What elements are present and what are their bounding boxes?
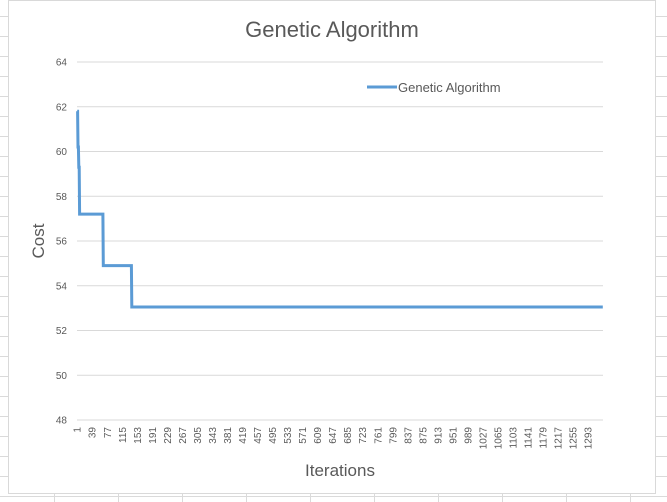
x-tick-label: 533 <box>283 427 294 444</box>
x-tick-label: 229 <box>163 427 174 444</box>
x-tick-label: 1103 <box>509 427 520 449</box>
chart-svg: Genetic Algorithm 48 50 52 54 56 58 60 62 64 1 39… <box>29 17 603 480</box>
x-tick-label: 153 <box>133 427 144 444</box>
x-tick-label: 1 <box>73 427 84 433</box>
x-tick-label: 39 <box>88 427 99 439</box>
x-tick-label: 647 <box>328 427 339 444</box>
x-tick-label: 419 <box>238 427 249 444</box>
y-tick-label: 62 <box>56 102 68 113</box>
x-tick-label: 761 <box>373 427 384 444</box>
y-tick-label: 48 <box>56 416 68 427</box>
x-tick-label: 571 <box>298 427 309 444</box>
chart-area[interactable]: Genetic Algorithm 48 50 52 54 56 58 60 62 64 1 39… <box>8 0 656 494</box>
x-tick-label: 1217 <box>554 427 565 450</box>
x-tick-label: 267 <box>178 427 189 444</box>
y-tick-label: 54 <box>56 281 68 292</box>
x-tick-label: 343 <box>208 427 219 444</box>
x-axis-title: Iterations <box>305 461 375 480</box>
x-tick-label: 191 <box>148 427 159 444</box>
x-tick-label: 381 <box>223 427 234 444</box>
gridlines <box>77 61 603 421</box>
y-tick-label: 50 <box>56 371 68 382</box>
x-tick-label: 1141 <box>524 427 535 449</box>
x-tick-label: 951 <box>448 427 459 444</box>
chart-title: Genetic Algorithm <box>245 17 419 42</box>
x-tick-label: 1293 <box>584 427 595 450</box>
y-axis-title: Cost <box>29 223 48 258</box>
x-tick-label: 913 <box>433 427 444 444</box>
y-tick-label: 60 <box>56 147 68 158</box>
x-tick-label: 457 <box>253 427 264 444</box>
x-tick-label: 685 <box>343 427 354 444</box>
x-axis-ticks: 1 39 77 115 153 191 229 267 305 343 381 419 457 495 53… <box>73 427 595 450</box>
legend-label: Genetic Algorithm <box>398 80 501 95</box>
x-tick-label: 1027 <box>479 427 490 450</box>
x-tick-label: 115 <box>118 427 129 443</box>
series-line <box>76 109 603 309</box>
x-tick-label: 1255 <box>569 427 580 450</box>
y-tick-label: 56 <box>56 237 68 248</box>
x-tick-label: 77 <box>103 427 114 439</box>
y-tick-label: 64 <box>56 58 68 69</box>
x-tick-label: 799 <box>388 427 399 444</box>
x-tick-label: 305 <box>193 427 204 444</box>
x-tick-label: 495 <box>268 427 279 444</box>
legend: Genetic Algorithm <box>367 80 501 95</box>
x-tick-label: 723 <box>358 427 369 444</box>
x-tick-label: 837 <box>403 427 414 444</box>
y-tick-label: 52 <box>56 326 68 337</box>
y-tick-label: 58 <box>56 192 68 203</box>
x-tick-label: 989 <box>463 427 474 444</box>
x-tick-label: 1179 <box>539 427 550 449</box>
x-tick-label: 609 <box>313 427 324 444</box>
x-tick-label: 1065 <box>494 427 505 450</box>
x-tick-label: 875 <box>418 427 429 444</box>
series-layer <box>76 109 603 309</box>
y-axis-ticks: 48 50 52 54 56 58 60 62 64 <box>56 58 68 427</box>
